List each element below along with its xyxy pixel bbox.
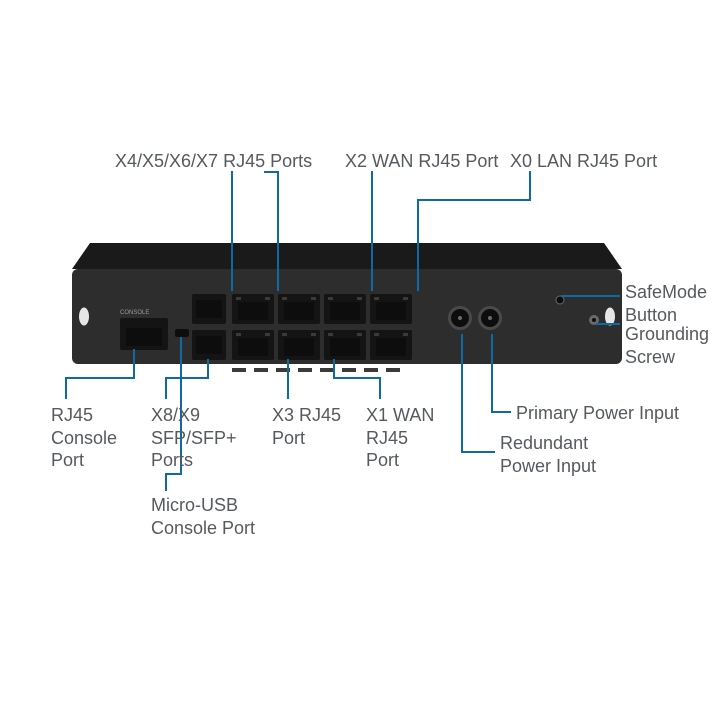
label-right_1: SafeMode Button	[625, 281, 707, 326]
device-illustration: CONSOLE	[0, 0, 715, 715]
svg-text:CONSOLE: CONSOLE	[120, 310, 149, 316]
callout-lines	[0, 0, 715, 715]
label-right_3: Primary Power Input	[516, 402, 679, 425]
label-top_mid: X2 WAN RJ45 Port	[345, 150, 498, 173]
label-left_3: Micro-USB Console Port	[151, 494, 255, 539]
label-mid_1: X3 RJ45 Port	[272, 404, 341, 449]
label-left_2: X8/X9 SFP/SFP+ Ports	[151, 404, 237, 472]
label-right_2: Grounding Screw	[625, 323, 709, 368]
label-mid_2: X1 WAN RJ45 Port	[366, 404, 434, 472]
label-left_1: RJ45 Console Port	[51, 404, 117, 472]
label-top_left: X4/X5/X6/X7 RJ45 Ports	[115, 150, 312, 173]
label-top_right: X0 LAN RJ45 Port	[510, 150, 657, 173]
label-right_4: Redundant Power Input	[500, 432, 596, 477]
